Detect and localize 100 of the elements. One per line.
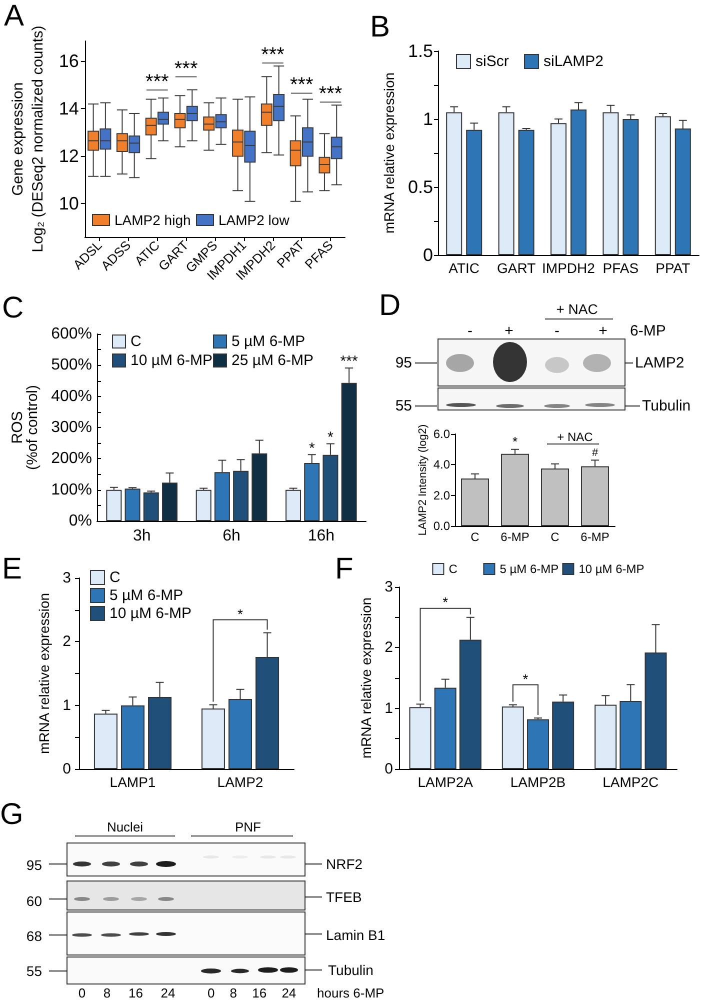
annotation: * bbox=[522, 670, 528, 687]
y-tick-label: 0 bbox=[62, 760, 71, 778]
y-tick-label: 1.5 bbox=[408, 41, 433, 61]
chart-title: B bbox=[370, 10, 390, 44]
y-tick-label: 100% bbox=[51, 481, 92, 498]
bar bbox=[143, 492, 159, 521]
x-tick-label: LAMP2C bbox=[602, 774, 659, 790]
text: Tubulin bbox=[642, 398, 691, 414]
legend-label: 10 µM 6-MP bbox=[578, 562, 644, 576]
x-tick-label: LAMP2 bbox=[217, 774, 264, 790]
bar bbox=[94, 714, 118, 769]
y-tick-label: 2.0 bbox=[433, 488, 450, 502]
y-tick-label: 2 bbox=[62, 633, 71, 650]
text: 0 8 16 24 bbox=[207, 986, 296, 1000]
text: - bbox=[554, 322, 560, 340]
text: 95 bbox=[395, 354, 412, 372]
bar bbox=[124, 488, 140, 521]
annotation: + NAC bbox=[557, 430, 593, 444]
text: Tubulin bbox=[328, 962, 374, 978]
y-tick-label: 300% bbox=[51, 419, 92, 436]
y-tick-label: 400% bbox=[51, 388, 92, 405]
y-tick-label: 2 bbox=[384, 639, 393, 656]
annotation: *** bbox=[174, 58, 198, 80]
text: + bbox=[598, 322, 608, 340]
y-tick-label: 1 bbox=[62, 696, 71, 714]
y-tick-label: 200% bbox=[51, 450, 92, 468]
y-tick-label: 0 bbox=[422, 245, 433, 265]
x-tick-label: 6-MP bbox=[580, 530, 610, 544]
annotation: *** bbox=[290, 74, 314, 96]
y-axis-title: mRNA relative expression bbox=[358, 597, 374, 759]
x-tick-label: 16h bbox=[308, 528, 335, 544]
text: + NAC bbox=[556, 301, 598, 317]
chart-title: C bbox=[2, 292, 24, 324]
legend-label: C bbox=[448, 562, 458, 576]
bar bbox=[286, 490, 302, 521]
bar bbox=[409, 707, 432, 769]
text: 6-MP bbox=[630, 322, 666, 340]
legend-label: C bbox=[110, 569, 120, 586]
y-tick-label: 0 bbox=[384, 760, 393, 778]
bar bbox=[518, 130, 534, 255]
y-tick-label: 14 bbox=[58, 98, 79, 119]
x-tick-label: LAMP2B bbox=[510, 774, 566, 790]
bar bbox=[196, 490, 212, 521]
text: LAMP2 bbox=[635, 354, 684, 372]
x-tick-label: C bbox=[550, 530, 560, 544]
text: NRF2 bbox=[326, 856, 363, 872]
annotation: * bbox=[512, 434, 518, 450]
y-axis-title: LAMP2 Intensity (log2) bbox=[416, 424, 429, 536]
bar bbox=[654, 116, 671, 255]
y-tick-label: 6.0 bbox=[433, 427, 450, 441]
x-tick-label: C bbox=[470, 530, 480, 544]
text: Nuclei bbox=[106, 820, 144, 834]
x-tick-label: 3h bbox=[132, 528, 151, 544]
annotation: * bbox=[238, 606, 243, 622]
x-tick-label: ATIC bbox=[448, 260, 480, 276]
x-tick-label: IMPDH2 bbox=[542, 260, 596, 276]
y-tick-label: 0.5 bbox=[408, 177, 433, 197]
text: TFEB bbox=[326, 889, 362, 905]
y-tick-label: 16 bbox=[58, 51, 79, 72]
y-tick-label: 0% bbox=[68, 512, 92, 530]
y-tick-label: 500% bbox=[51, 356, 92, 374]
y-tick-label: 0.0 bbox=[433, 519, 450, 533]
legend-label: siLAMP2 bbox=[544, 53, 604, 70]
legend-label: 25 µM 6-MP bbox=[232, 352, 314, 369]
text: 55 bbox=[395, 398, 412, 414]
chart-title: F bbox=[335, 552, 354, 586]
bar bbox=[106, 490, 122, 521]
legend-label: C bbox=[130, 333, 142, 350]
y-tick-label: 3 bbox=[384, 578, 393, 596]
annotation: *** bbox=[340, 352, 358, 370]
legend-label: 10 µM 6-MP bbox=[110, 605, 192, 622]
annotation: # bbox=[592, 447, 598, 460]
bar bbox=[527, 719, 549, 769]
text: - bbox=[468, 322, 472, 340]
text: D bbox=[379, 289, 401, 322]
x-tick-label: GART bbox=[496, 260, 536, 276]
y-tick-label: 3 bbox=[62, 570, 71, 586]
y-axis-title: mRNA relative expression bbox=[381, 72, 398, 234]
text: G bbox=[0, 798, 24, 831]
legend-label: 10 µM 6-MP bbox=[130, 352, 212, 369]
x-tick-label: LAMP1 bbox=[110, 774, 156, 790]
text: 0 8 16 24 bbox=[78, 986, 176, 1000]
y-tick-label: 1 bbox=[422, 109, 433, 129]
y-tick-label: 600% bbox=[51, 326, 92, 342]
x-tick-label: 6h bbox=[222, 528, 240, 544]
annotation: * bbox=[308, 440, 315, 457]
legend-label: LAMP2 low bbox=[218, 212, 290, 228]
text: 60 bbox=[26, 893, 42, 909]
annotation: * bbox=[442, 594, 448, 610]
x-tick-label: PPAT bbox=[656, 260, 691, 276]
text: 95 bbox=[26, 857, 42, 873]
text: + bbox=[504, 322, 514, 340]
y-tick-label: 1 bbox=[384, 700, 393, 717]
text: PNF bbox=[235, 820, 261, 834]
text: hours 6-MP bbox=[317, 986, 384, 1000]
x-tick-label: 6-MP bbox=[500, 530, 530, 544]
legend-label: siScr bbox=[476, 53, 509, 70]
text: Lamin B1 bbox=[326, 927, 386, 943]
annotation: *** bbox=[318, 83, 342, 106]
text: 55 bbox=[26, 963, 42, 979]
